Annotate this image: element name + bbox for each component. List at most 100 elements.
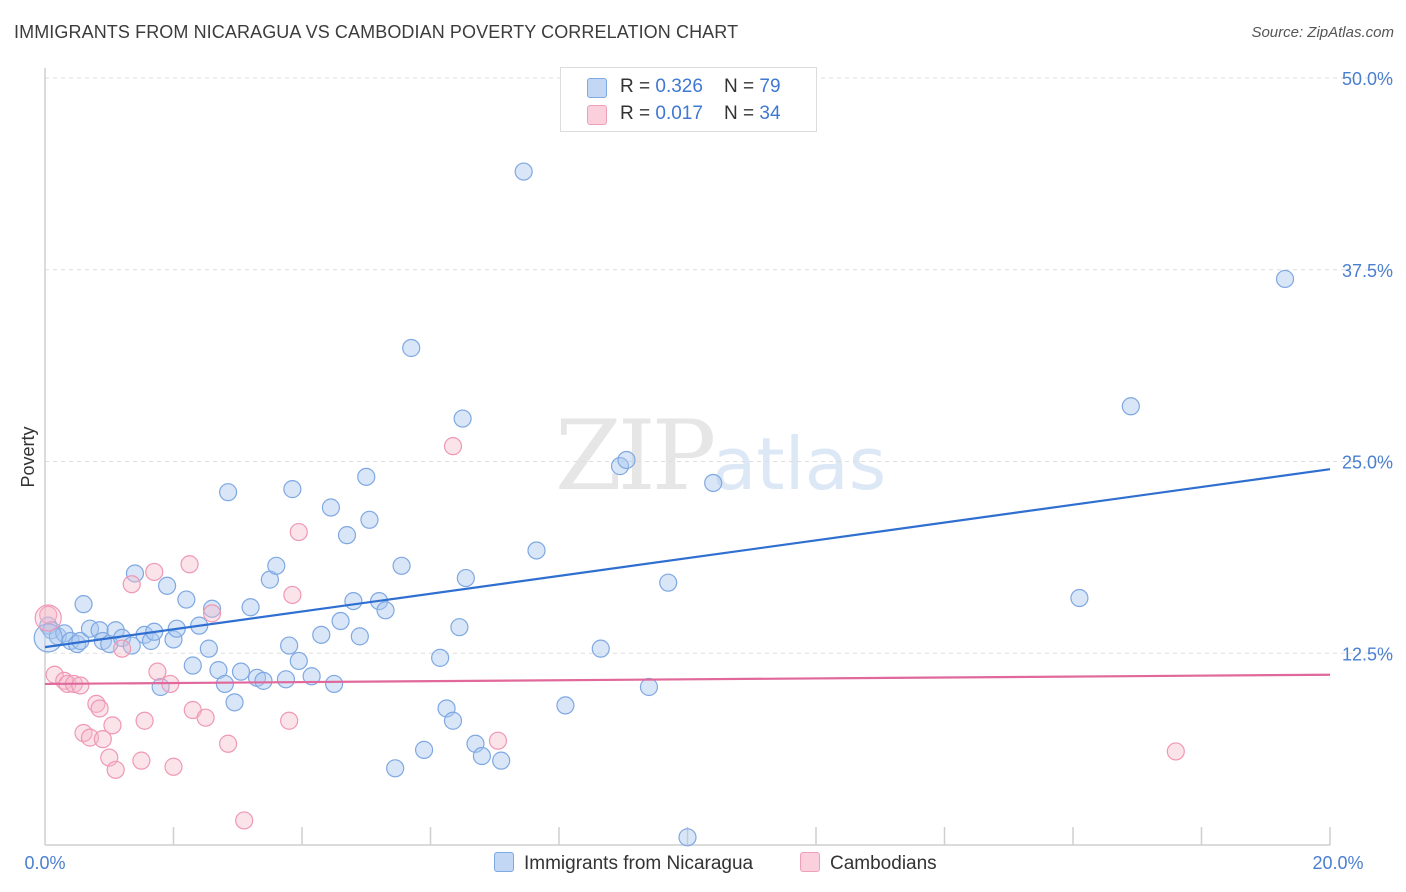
nicaragua-point (1121, 397, 1140, 416)
cambodian-point (488, 731, 508, 750)
nicaragua-point (639, 677, 659, 697)
nicaragua-point (157, 576, 177, 595)
source-label: Source: ZipAtlas.com (1251, 24, 1394, 41)
legend-n-label: N = (724, 76, 760, 97)
bottom-legend-label-nicaragua: Immigrants from Nicaragua (524, 853, 754, 874)
nicaragua-point (402, 338, 421, 358)
bottom-legend-cambodians: Cambodians (800, 852, 937, 875)
nicaragua-point (325, 674, 344, 694)
cambodian-point (280, 711, 299, 730)
cambodian-point (135, 711, 154, 730)
watermark-zip: ZIP (555, 400, 716, 512)
nicaragua-point (164, 630, 183, 649)
nicaragua-point (276, 670, 296, 689)
cambodian-point (132, 751, 151, 770)
nicaragua-point (678, 828, 697, 847)
legend-n-label: N = (724, 103, 760, 124)
data-points (33, 162, 1295, 847)
nicaragua-point (177, 590, 196, 609)
cambodian-point (235, 811, 254, 830)
nicaragua-point (321, 498, 341, 517)
y-tick-label: 37.5% (1342, 261, 1393, 281)
legend-n-value: 79 (759, 76, 781, 97)
axes (44, 68, 1331, 846)
nicaragua-point (357, 467, 376, 486)
nicaragua-point (267, 556, 286, 575)
nicaragua-point (241, 598, 260, 617)
cambodian-point (34, 604, 62, 632)
legend-r-label: R = (620, 103, 656, 124)
zipatlas-watermark: ZIPatlas (555, 400, 886, 512)
nicaragua-point (456, 568, 475, 588)
nicaragua-point (302, 667, 321, 686)
x-tick-label: 0.0% (24, 853, 65, 873)
nicaragua-point (527, 541, 546, 560)
y-axis-label: Poverty (18, 426, 38, 487)
nicaragua-point (472, 746, 491, 766)
nicaragua-point (202, 599, 222, 618)
nicaragua-point (215, 674, 234, 694)
cambodian-point (93, 730, 112, 749)
cambodian-point (122, 575, 141, 594)
nicaragua-point (289, 651, 308, 671)
cambodian-point (283, 585, 302, 605)
cambodian-point (202, 604, 222, 623)
nicaragua-point (283, 480, 302, 499)
cambodian-point (1166, 742, 1185, 761)
nicaragua-point (74, 595, 93, 614)
nicaragua-point (450, 618, 469, 637)
cambodian-trend-line (44, 673, 1331, 686)
tick-labels: 12.5% 25.0% 37.5% 50.0% 0.0% 20.0% (24, 69, 1393, 873)
nicaragua-point (414, 740, 434, 759)
legend-swatch-nicaragua (587, 78, 607, 98)
legend-r-value: 0.017 (655, 103, 703, 124)
nicaragua-point (591, 639, 610, 658)
bottom-legend-swatch-nicaragua (494, 852, 514, 872)
cambodian-point (145, 562, 164, 582)
nicaragua-point (514, 162, 533, 181)
nicaragua-point (312, 625, 331, 644)
nicaragua-point (280, 636, 299, 655)
cambodian-point (289, 522, 308, 542)
chart-title: IMMIGRANTS FROM NICARAGUA VS CAMBODIAN P… (14, 22, 739, 42)
nicaragua-point (1275, 269, 1295, 289)
cambodian-point (90, 699, 109, 718)
y-tick-label: 50.0% (1342, 69, 1393, 89)
legend-swatch-cambodians (587, 105, 607, 125)
cambodian-point (443, 437, 463, 456)
nicaragua-point (386, 759, 405, 778)
nicaragua-point (331, 611, 350, 631)
watermark-atlas: atlas (712, 422, 887, 506)
legend-r-value: 0.326 (655, 76, 703, 97)
nicaragua-point (254, 671, 273, 690)
cambodian-point (148, 662, 167, 681)
cambodian-point (103, 716, 122, 735)
cambodian-point (196, 708, 215, 727)
bottom-legend-swatch-cambodians (800, 852, 820, 872)
bottom-legend-label-cambodians: Cambodians (830, 853, 937, 874)
nicaragua-point (125, 564, 145, 583)
nicaragua-point (492, 751, 511, 770)
nicaragua-point (392, 556, 411, 575)
nicaragua-point (337, 526, 357, 545)
grid-lines (45, 77, 1392, 654)
nicaragua-point (350, 627, 369, 646)
cambodian-point (74, 723, 93, 743)
nicaragua-point (183, 656, 202, 675)
nicaragua-point (556, 696, 575, 715)
legend-n-value: 34 (759, 103, 781, 124)
trend-lines (44, 468, 1331, 686)
nicaragua-point (617, 450, 636, 470)
x-tick-label: 20.0% (1312, 853, 1363, 873)
nicaragua-point (431, 648, 450, 667)
legend-r-label: R = (620, 76, 656, 97)
cambodian-point (219, 734, 238, 753)
nicaragua-point (199, 639, 218, 658)
nicaragua-point (376, 601, 395, 620)
correlation-legend: R = 0.326 N = 79 R = 0.017 N = 34 (560, 67, 817, 132)
nicaragua-point (443, 711, 463, 730)
nicaragua-point (219, 483, 238, 502)
nicaragua-point (360, 510, 379, 529)
cambodian-point (71, 676, 90, 695)
